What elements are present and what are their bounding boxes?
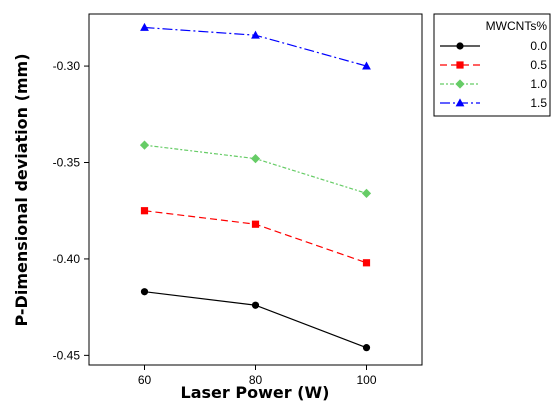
series-1-5 [140, 22, 371, 70]
data-point [250, 154, 261, 164]
y-tick-label: -0.30 [53, 59, 81, 73]
series-layer [139, 22, 372, 352]
series-1-0 [139, 140, 372, 198]
x-tick-label: 100 [356, 373, 376, 387]
legend-item: 1.5 [440, 96, 547, 110]
legend-label: 0.5 [530, 58, 547, 72]
x-tick-label: 60 [138, 373, 152, 387]
legend-label: 1.5 [530, 96, 547, 110]
legend-title: MWCNTs% [486, 19, 548, 33]
data-point [251, 30, 260, 39]
data-point [140, 207, 149, 215]
series-0-0 [140, 288, 371, 352]
series-0-5 [140, 207, 371, 267]
legend-layer: 0.0 0.5 1.0 1.5 [440, 39, 547, 110]
data-point [140, 22, 149, 31]
y-tick-label: -0.45 [53, 348, 81, 362]
legend-label: 1.0 [530, 77, 547, 91]
y-tick-label: -0.40 [53, 252, 81, 266]
data-point [362, 61, 371, 70]
x-axis-title: Laser Power (W) [181, 383, 330, 402]
legend-item: 0.5 [440, 58, 547, 72]
legend-swatch-marker [456, 61, 464, 69]
x-tick-label: 80 [249, 373, 263, 387]
legend-label: 0.0 [530, 39, 547, 53]
data-point [139, 140, 150, 150]
data-point [361, 188, 372, 198]
ticks-layer: 60 80 100 -0.30 -0.35 -0.40 -0.45 [53, 59, 377, 387]
plot-area [88, 13, 423, 366]
legend-swatch-marker [456, 42, 464, 50]
data-point [251, 220, 260, 228]
data-point [140, 288, 149, 296]
legend-swatch-marker [455, 79, 465, 89]
data-point [362, 344, 371, 352]
legend-item: 1.0 [440, 77, 547, 91]
legend-swatch-marker [455, 98, 465, 107]
data-point [362, 259, 371, 267]
y-tick-label: -0.35 [53, 156, 81, 170]
data-point [251, 301, 260, 309]
legend-item: 0.0 [440, 39, 547, 53]
y-axis-title: P-Dimensional deviation (mm) [12, 53, 31, 326]
